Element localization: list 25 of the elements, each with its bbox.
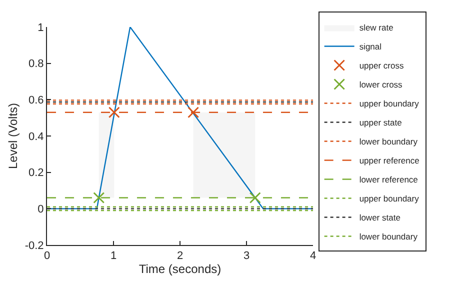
y-tick-label: 0.4	[28, 130, 44, 143]
legend-label: lower boundary	[359, 232, 418, 242]
legend-label: lower state	[359, 212, 401, 223]
x-axis-title: Time (seconds)	[138, 262, 222, 276]
legend-label: upper boundary	[359, 98, 420, 109]
y-tick-label: -0.2	[24, 240, 44, 252]
legend-label: upper boundary	[359, 194, 420, 204]
legend-label: upper cross	[359, 60, 404, 71]
y-axis-title: Level (Volts)	[6, 102, 20, 170]
legend-label: lower boundary	[359, 136, 418, 147]
y-tick-label: 0	[38, 204, 44, 216]
legend-label: upper state	[359, 118, 402, 128]
y-tick-label: 1	[38, 22, 44, 34]
legend-label: lower reference	[359, 174, 418, 185]
y-tick-label: 0.2	[28, 167, 44, 180]
y-tick-label: 0.6	[28, 94, 44, 107]
x-tick-label: 1	[110, 250, 117, 262]
legend-label: lower cross	[359, 80, 402, 90]
legend-label: upper reference	[359, 156, 420, 166]
legend-label: slew rate	[359, 22, 394, 33]
y-tick-label: 0.8	[28, 58, 44, 70]
legend-label: signal	[359, 42, 382, 52]
x-tick-label: 4	[310, 250, 316, 262]
x-tick-label: 2	[176, 250, 184, 262]
x-tick-label: 3	[243, 250, 250, 262]
